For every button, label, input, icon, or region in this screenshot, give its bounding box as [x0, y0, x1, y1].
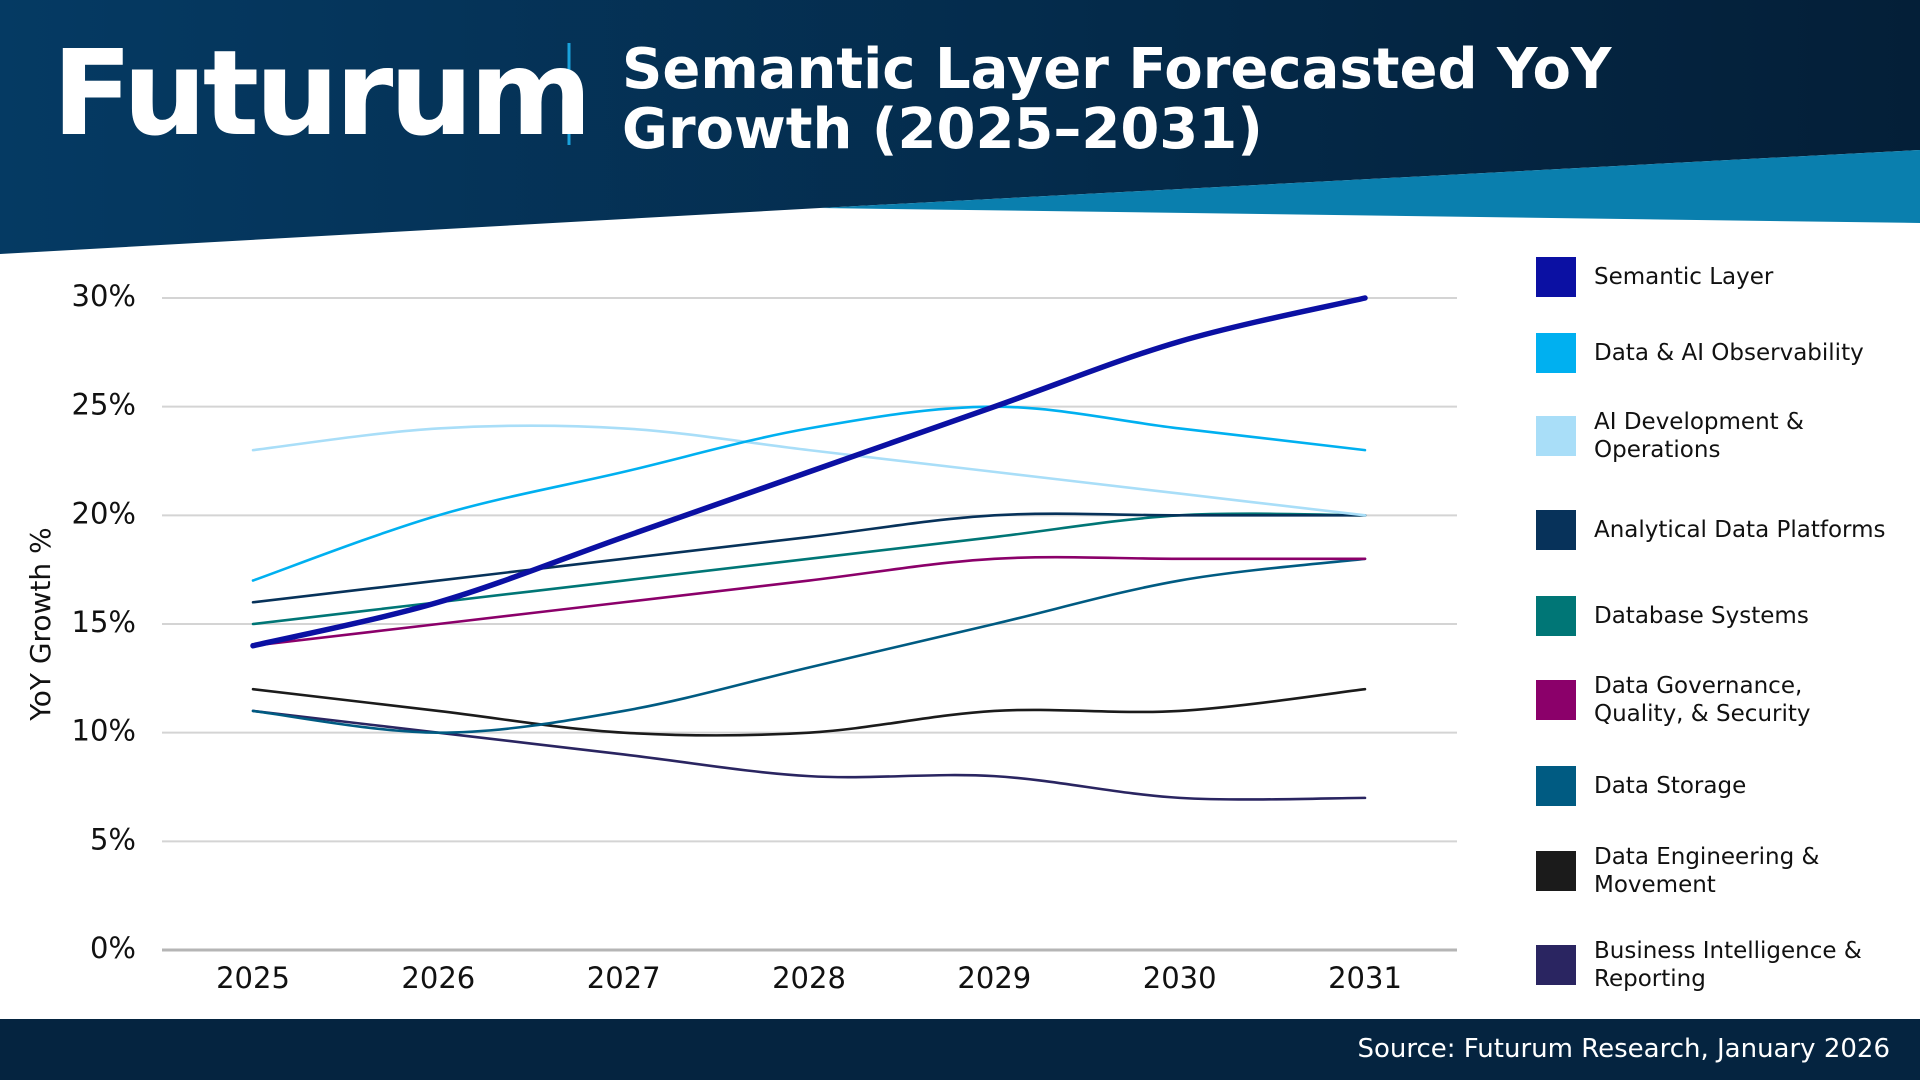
header-band: [0, 0, 1920, 254]
legend-swatch: [1536, 510, 1576, 550]
legend-swatch: [1536, 766, 1576, 806]
series-line: [251, 687, 1367, 737]
legend-label: Semantic Layer: [1594, 264, 1774, 290]
legend-label: Business Intelligence & Reporting: [1594, 938, 1862, 992]
legend-label: Database Systems: [1594, 603, 1809, 629]
y-tick-label: 20%: [72, 496, 136, 530]
series-line: [251, 512, 1367, 604]
x-tick-label: 2029: [957, 961, 1031, 995]
legend-swatch: [1536, 596, 1576, 636]
legend-item: Business Intelligence & Reporting: [1536, 937, 1894, 993]
series-line: [250, 295, 1368, 649]
legend-label: Data Governance, Quality, & Security: [1594, 673, 1811, 727]
x-tick-label: 2031: [1328, 961, 1402, 995]
y-tick-label: 5%: [90, 822, 136, 856]
legend-item: AI Development & Operations: [1536, 408, 1894, 464]
y-tick-label: 15%: [72, 605, 136, 639]
y-tick-label: 30%: [72, 279, 136, 313]
legend-item: Analytical Data Platforms: [1536, 510, 1894, 550]
legend-item: Data Engineering & Movement: [1536, 843, 1894, 899]
footer-band: [0, 1019, 1920, 1080]
x-tick-label: 2028: [772, 961, 846, 995]
legend-label: AI Development & Operations: [1594, 409, 1804, 463]
y-tick-label: 10%: [72, 714, 136, 748]
legend-swatch: [1536, 945, 1576, 985]
legend-swatch: [1536, 333, 1576, 373]
legend-swatch: [1536, 416, 1576, 456]
y-tick-label: 0%: [90, 931, 136, 965]
legend-label: Data & AI Observability: [1594, 340, 1864, 366]
legend-label: Data Engineering & Movement: [1594, 844, 1820, 898]
legend-label: Analytical Data Platforms: [1594, 517, 1886, 543]
legend-item: Data Governance, Quality, & Security: [1536, 672, 1894, 728]
legend-swatch: [1536, 257, 1576, 297]
legend-item: Semantic Layer: [1536, 257, 1894, 297]
source-note: Source: Futurum Research, January 2026: [1357, 1034, 1890, 1064]
series-line: [251, 555, 1367, 648]
series-line: [251, 424, 1367, 517]
x-tick-label: 2027: [587, 961, 661, 995]
legend-swatch: [1536, 851, 1576, 891]
y-tick-label: 25%: [72, 388, 136, 422]
header-accent: [820, 150, 1920, 223]
y-axis-label: YoY Growth %: [24, 527, 57, 721]
x-tick-label: 2030: [1143, 961, 1217, 995]
series-line: [251, 405, 1367, 582]
legend-label: Data Storage: [1594, 773, 1747, 799]
x-tick-label: 2026: [401, 961, 475, 995]
chart-title: Semantic Layer Forecasted YoY Growth (20…: [622, 37, 1612, 162]
x-tick-label: 2025: [216, 961, 290, 995]
legend-item: Data & AI Observability: [1536, 333, 1894, 373]
legend-swatch: [1536, 680, 1576, 720]
logo: Futurum: [52, 24, 592, 162]
legend-item: Data Storage: [1536, 766, 1894, 806]
series-line: [251, 709, 1367, 801]
legend-item: Database Systems: [1536, 596, 1894, 636]
series-line: [251, 557, 1367, 734]
